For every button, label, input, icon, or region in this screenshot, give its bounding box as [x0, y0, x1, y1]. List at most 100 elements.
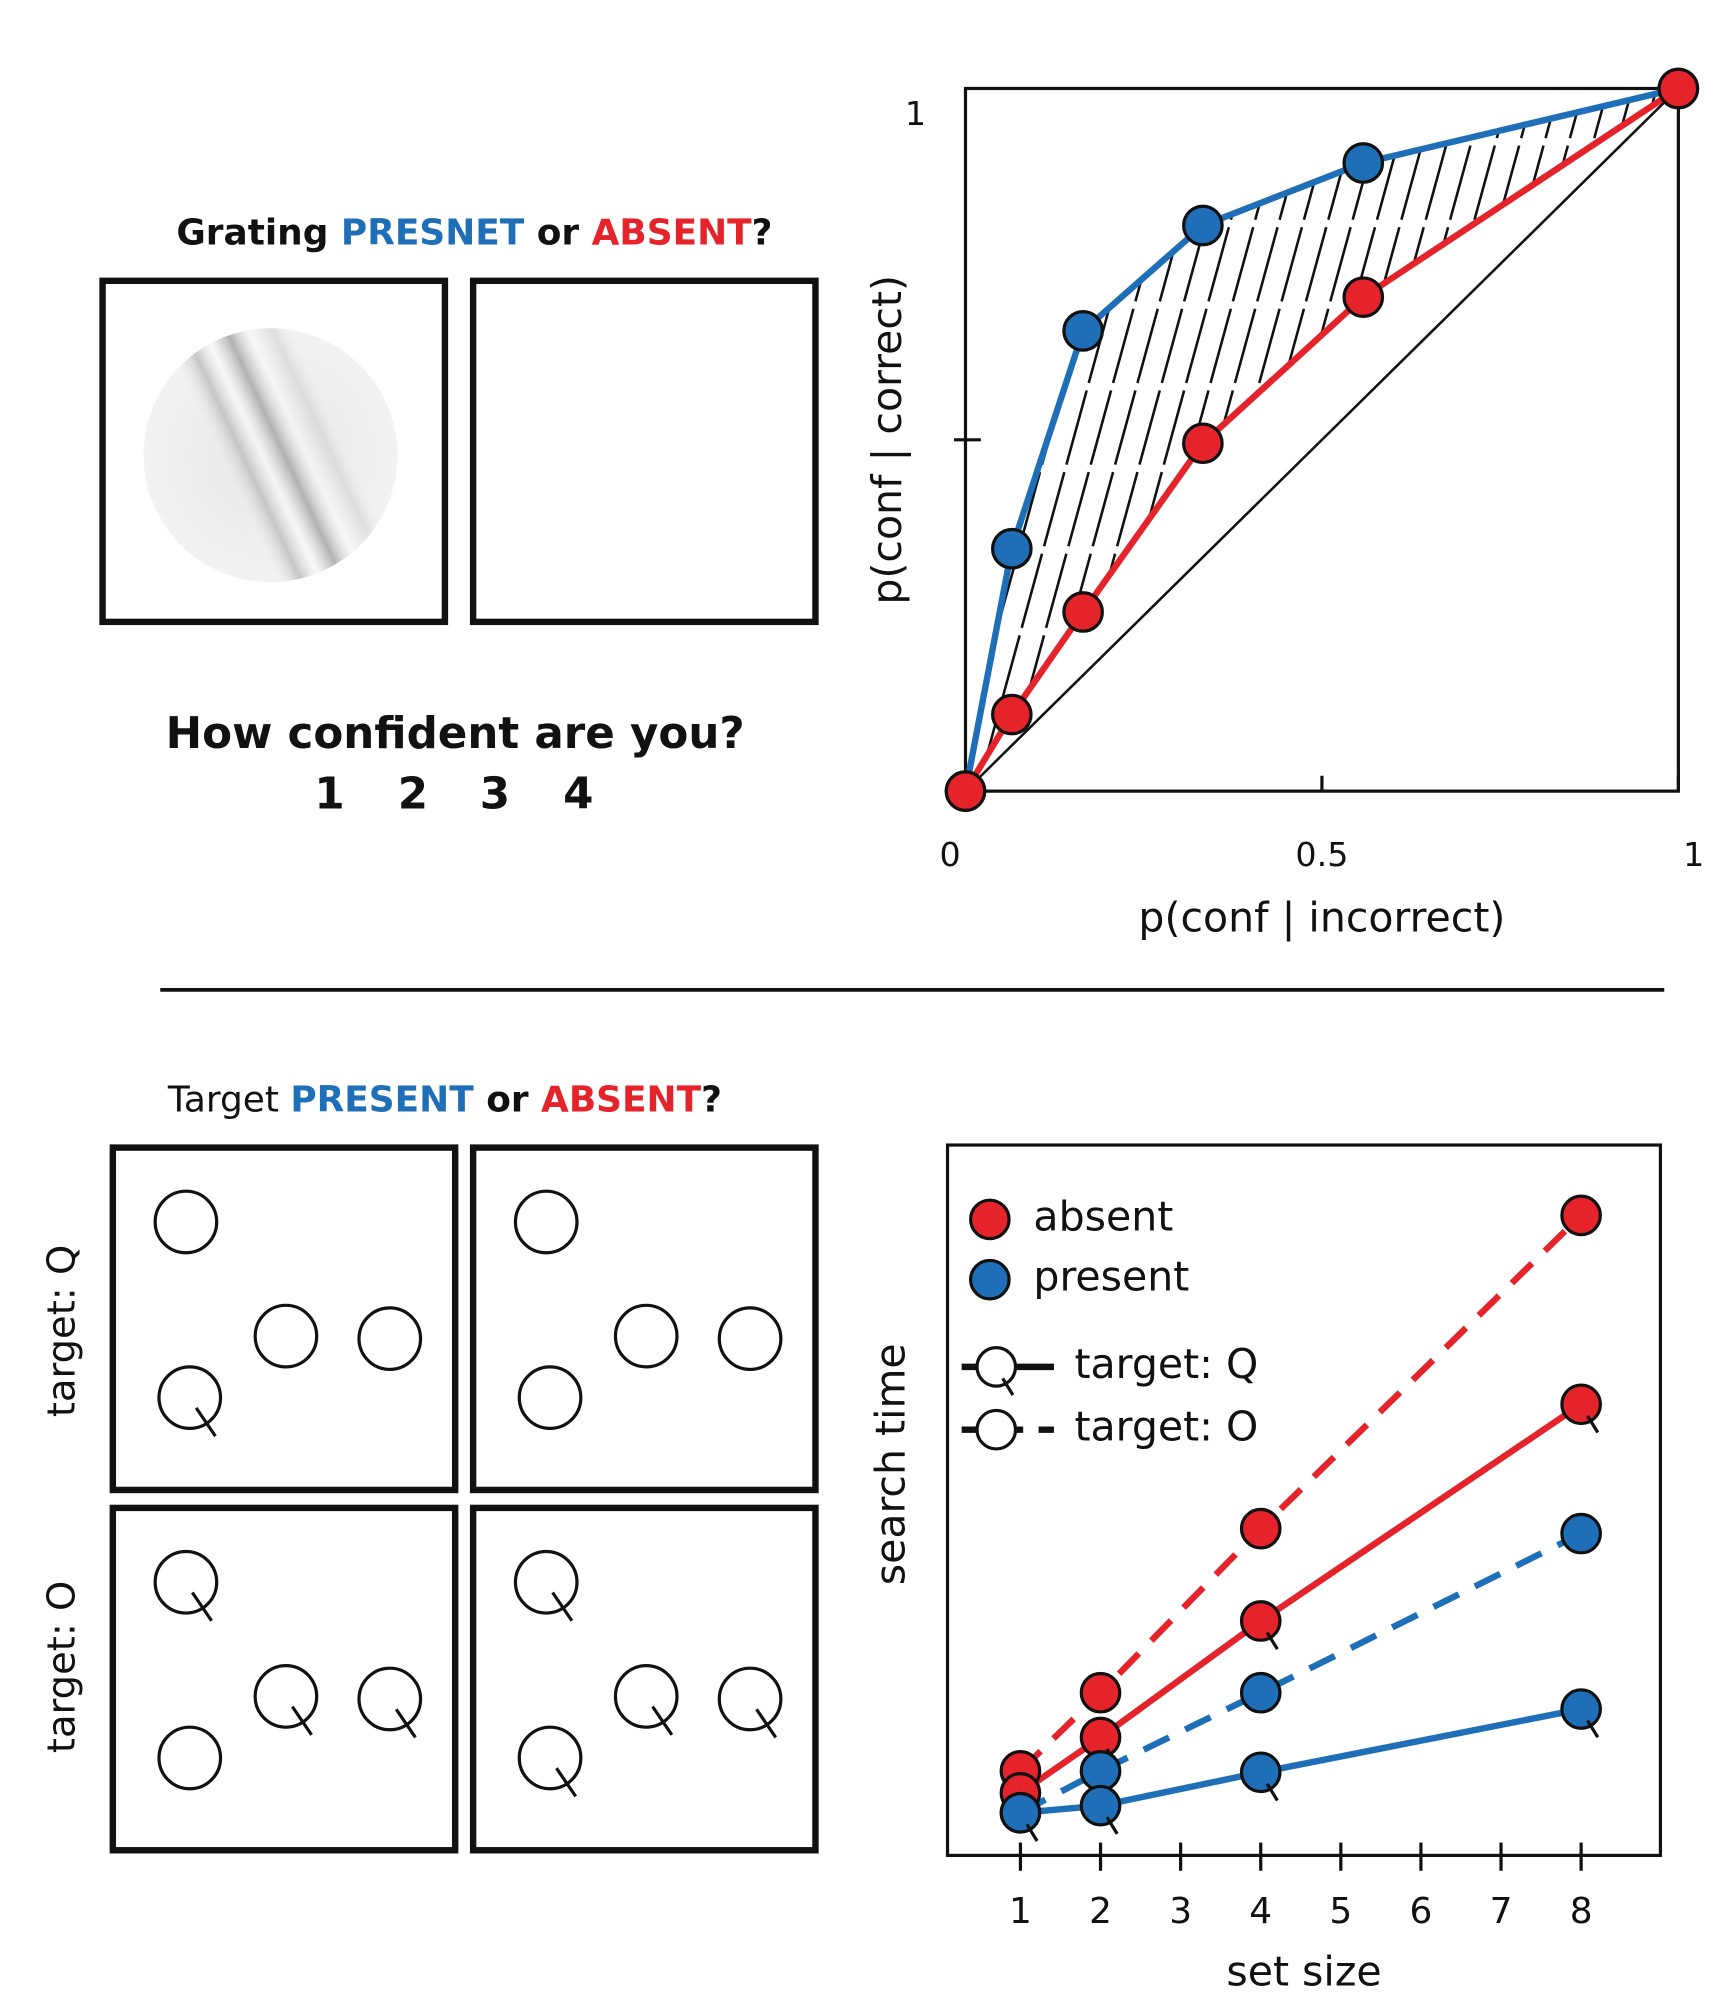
legend-marker [975, 1346, 1018, 1388]
display-frame [469, 1144, 819, 1494]
marker [1657, 67, 1700, 110]
title-part: or [524, 213, 591, 254]
hatch-line [1341, 88, 1537, 792]
q-tail [1105, 1816, 1119, 1835]
legend-marker [975, 1408, 1018, 1451]
x-tick-label: 3 [1169, 1891, 1192, 1932]
x-tick-label: 7 [1490, 1891, 1513, 1932]
hatch-line [1243, 88, 1439, 792]
hatch-line [1073, 88, 1269, 792]
legend-label: target: Q [1074, 1340, 1258, 1388]
q-tail [555, 1767, 578, 1798]
search-item [613, 1303, 679, 1369]
axes-frame [945, 1143, 1663, 1857]
title-part: PRESENT [290, 1079, 474, 1120]
q-tail [1265, 1782, 1279, 1802]
q-tail [651, 1705, 674, 1736]
q-tail [191, 1591, 213, 1622]
q-tail [1001, 1377, 1015, 1396]
hatch-line [1463, 88, 1658, 792]
marker [1182, 422, 1224, 465]
hatch-line [1316, 88, 1512, 792]
x-tick-label: 1 [1683, 835, 1704, 874]
q-tail [1265, 1631, 1279, 1651]
stimulus-frame [99, 277, 449, 626]
q-tail [194, 1406, 217, 1438]
hatch-line [1536, 88, 1679, 792]
hatch-line [1560, 88, 1679, 792]
row-label: target: O [40, 1581, 85, 1753]
x-tick-label: 2 [1089, 1891, 1112, 1932]
marker [1062, 310, 1104, 352]
q-tail [755, 1708, 778, 1739]
legend-marker [969, 1258, 1011, 1301]
search-item [613, 1664, 679, 1729]
search-item [157, 1725, 223, 1791]
search-displays [109, 1144, 819, 1854]
x-tick-label: 4 [1249, 1891, 1272, 1932]
search-item [513, 1549, 579, 1615]
q-tail [291, 1705, 313, 1736]
search-item [253, 1303, 319, 1369]
display-frame [109, 1144, 459, 1494]
marker [1182, 204, 1224, 247]
x-tick-label: 8 [1570, 1891, 1593, 1932]
hatch-line [758, 88, 950, 791]
marker [944, 770, 987, 812]
q-tail [1025, 1823, 1039, 1842]
search-item [157, 1365, 223, 1431]
marker [999, 1791, 1042, 1834]
stimulus-title: Grating PRESNET or ABSENT? [176, 213, 772, 254]
q-tail [1586, 1415, 1600, 1434]
row-label: target: Q [40, 1245, 85, 1417]
hatch-line [1365, 88, 1561, 792]
stimulus-title: Target PRESENT or ABSENT? [167, 1079, 722, 1120]
title-part: Target [167, 1079, 290, 1120]
marker [1560, 1512, 1602, 1555]
marker [1560, 1688, 1602, 1730]
search-item [517, 1725, 583, 1791]
x-tick-label: 0 [939, 835, 960, 874]
marker [1079, 1784, 1122, 1827]
marker [1079, 1671, 1122, 1714]
y-axis-label: p(conf | correct) [863, 275, 911, 605]
search-item [253, 1664, 319, 1729]
hatch-line [965, 88, 1098, 792]
x-axis-label: set size [1226, 1948, 1381, 1996]
search-item [153, 1189, 219, 1255]
marker [1342, 142, 1385, 184]
marker [1560, 1383, 1602, 1426]
legend-label: present [1033, 1253, 1189, 1301]
title-part: ? [752, 213, 773, 254]
rating: 2 [398, 769, 428, 819]
y-tick-label: 1 [905, 94, 926, 133]
hatch-line [1438, 88, 1634, 792]
series-line [1018, 1213, 1584, 1774]
hatch-line [1268, 88, 1463, 792]
hatch-line [965, 88, 1025, 792]
title-part: Grating [176, 213, 341, 254]
search-item [717, 1666, 783, 1732]
marker [1239, 1600, 1282, 1642]
title-part: or [474, 1079, 541, 1120]
grating-stripes [143, 328, 398, 583]
diagonal [964, 87, 1680, 793]
display-frame [109, 1504, 459, 1854]
search-item [357, 1666, 423, 1732]
question: How confident are you? [166, 709, 745, 759]
series-line [1020, 1705, 1582, 1816]
search-item [153, 1549, 219, 1615]
title-part: PRESNET [341, 213, 525, 254]
title-part: ABSENT [592, 213, 753, 254]
rating: 1 [314, 769, 344, 819]
marker [990, 693, 1033, 736]
q-tail [551, 1591, 574, 1622]
legend-label: absent [1033, 1192, 1173, 1240]
x-tick-label: 6 [1410, 1891, 1433, 1932]
marker [1342, 276, 1385, 319]
title-part: ABSENT [541, 1079, 702, 1120]
marker [1062, 591, 1104, 633]
marker [1239, 1671, 1282, 1714]
hatch-line [1389, 88, 1585, 792]
